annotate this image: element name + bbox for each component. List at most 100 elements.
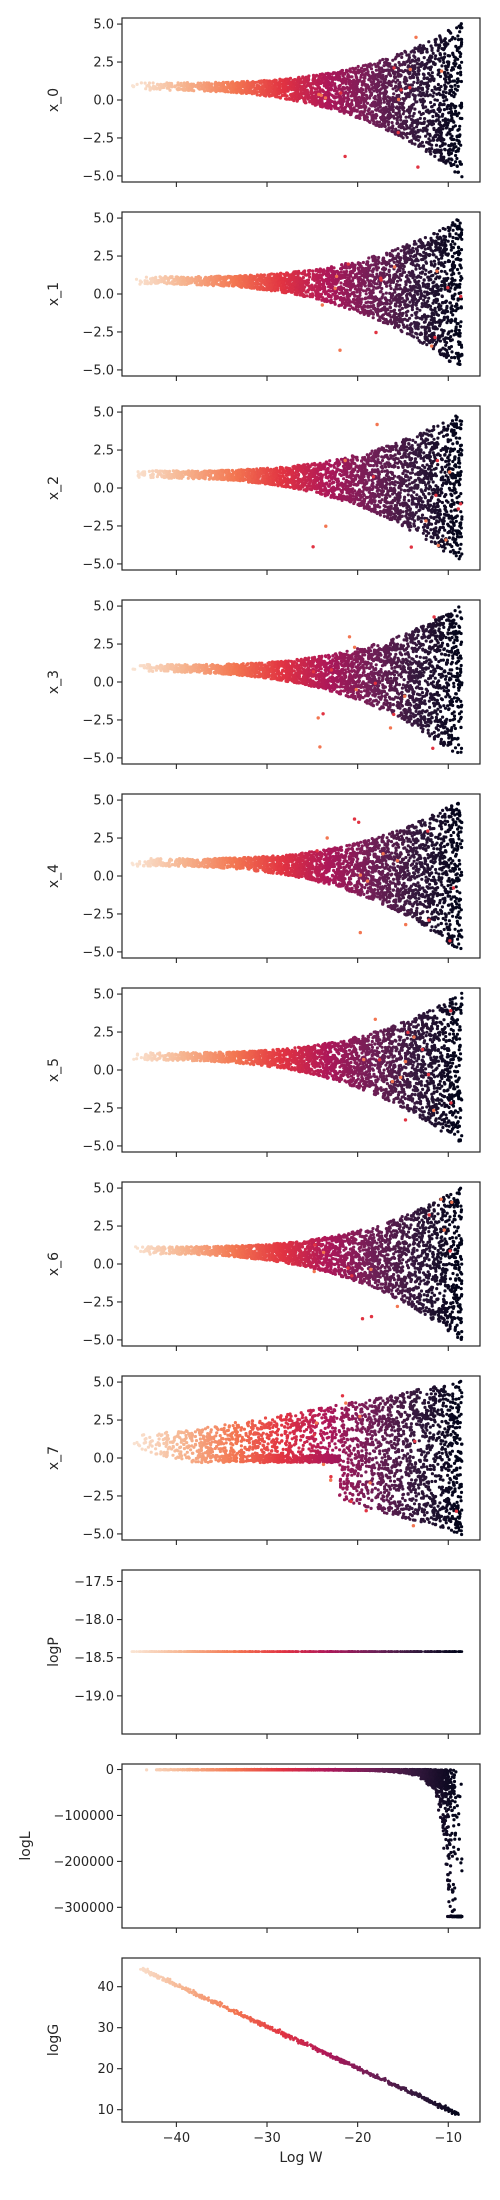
data-point	[333, 302, 337, 306]
data-point	[435, 327, 439, 331]
data-point	[450, 158, 454, 162]
data-point	[359, 300, 363, 304]
data-point	[196, 81, 200, 85]
data-point	[343, 86, 347, 90]
data-point	[277, 91, 281, 95]
data-point	[428, 242, 432, 246]
data-point	[353, 294, 357, 298]
data-point	[381, 111, 385, 115]
data-point	[453, 106, 457, 110]
data-point	[451, 228, 455, 232]
data-point	[442, 56, 446, 60]
data-point	[453, 170, 457, 174]
data-point	[334, 282, 338, 286]
data-point	[393, 100, 397, 104]
data-point	[453, 37, 457, 41]
data-point	[365, 85, 370, 89]
data-point	[323, 96, 328, 100]
data-point	[277, 281, 281, 285]
data-point	[458, 54, 462, 59]
data-point	[382, 96, 386, 101]
data-point	[438, 144, 442, 148]
data-point	[170, 276, 174, 280]
data-point	[421, 254, 426, 258]
data-point	[418, 116, 422, 120]
data-point	[383, 77, 388, 81]
data-point	[388, 320, 392, 324]
data-point	[326, 293, 331, 298]
data-point	[438, 275, 442, 279]
data-point	[375, 88, 379, 92]
data-point	[410, 83, 414, 87]
data-point	[446, 315, 450, 319]
data-point	[252, 89, 256, 93]
data-point	[411, 129, 415, 133]
data-point	[425, 81, 430, 85]
data-point	[385, 85, 389, 89]
data-point	[449, 68, 454, 72]
data-point	[397, 324, 401, 328]
data-point	[427, 40, 431, 44]
data-point	[403, 68, 407, 73]
data-point	[434, 43, 438, 47]
data-point	[317, 92, 321, 97]
data-point	[411, 273, 415, 277]
data-point	[437, 262, 441, 266]
data-point	[277, 95, 281, 99]
data-point	[315, 269, 320, 273]
data-point	[404, 283, 408, 287]
data-point	[297, 269, 301, 273]
data-point	[458, 227, 462, 231]
data-point	[377, 308, 381, 313]
data-point	[436, 241, 440, 245]
data-point	[428, 93, 432, 97]
data-point	[434, 255, 438, 259]
data-point	[439, 69, 444, 73]
data-point	[260, 86, 264, 90]
data-point	[341, 91, 346, 95]
data-point	[396, 97, 401, 102]
data-point	[239, 82, 243, 86]
data-point	[431, 312, 436, 316]
data-point	[325, 299, 329, 303]
data-point	[423, 65, 427, 69]
data-point	[221, 83, 225, 87]
data-point	[449, 106, 453, 110]
data-point	[338, 288, 342, 292]
data-point	[345, 77, 349, 81]
data-point	[445, 98, 449, 102]
data-point	[139, 81, 143, 85]
data-point	[415, 310, 419, 314]
data-point	[430, 74, 434, 79]
data-point	[419, 292, 423, 296]
data-point	[436, 49, 440, 53]
data-point	[176, 275, 180, 280]
data-point	[454, 109, 458, 113]
data-point	[430, 143, 434, 147]
data-point	[414, 100, 418, 104]
data-point	[135, 82, 139, 86]
data-point	[380, 286, 384, 291]
data-point	[408, 300, 412, 304]
data-point	[451, 35, 455, 39]
data-point	[330, 285, 334, 290]
data-point	[291, 84, 295, 88]
data-point	[326, 280, 330, 284]
data-point	[455, 302, 459, 306]
data-point	[335, 91, 339, 95]
data-point	[292, 95, 296, 99]
data-point	[208, 86, 212, 90]
data-point	[259, 284, 263, 288]
data-point	[391, 58, 395, 62]
data-point	[437, 122, 441, 126]
data-point	[454, 351, 458, 355]
data-point	[255, 281, 259, 285]
data-point	[423, 295, 427, 299]
data-point	[456, 65, 461, 69]
data-point	[409, 117, 413, 121]
data-point	[439, 150, 443, 154]
data-point	[371, 81, 375, 85]
data-point	[407, 246, 411, 250]
data-point	[323, 75, 327, 79]
data-point	[339, 105, 343, 109]
